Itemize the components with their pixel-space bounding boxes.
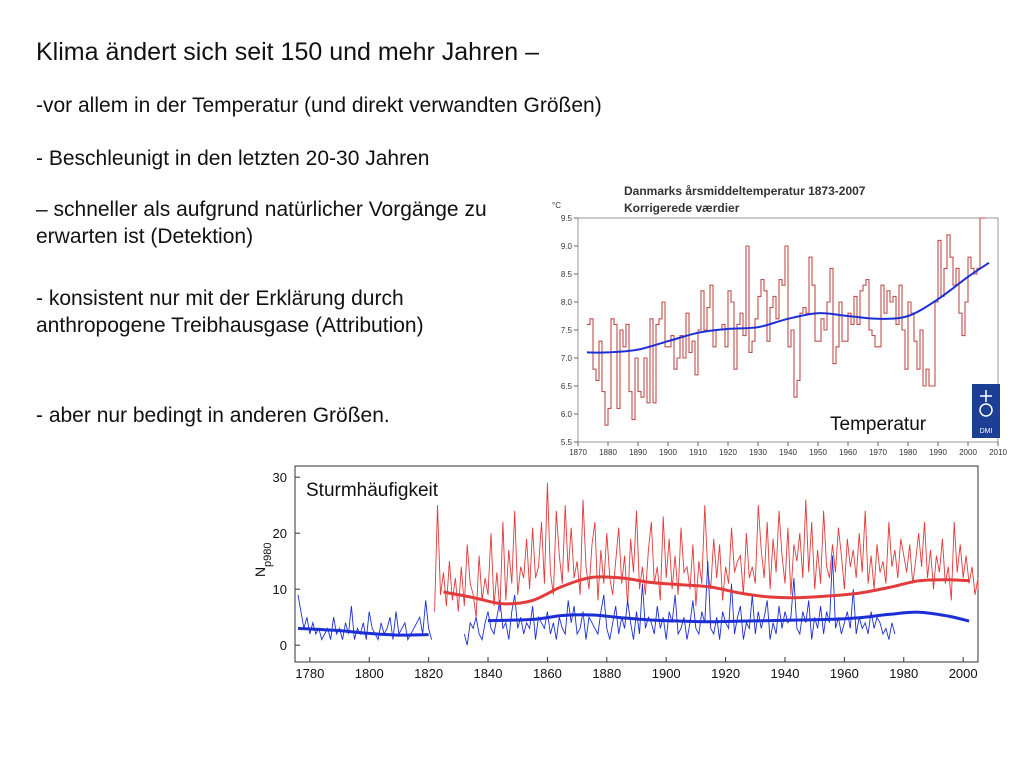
y-tick-label: 20 — [273, 526, 287, 541]
y-axis-label-main: N — [252, 567, 268, 577]
y-tick-label: 8.5 — [561, 270, 573, 279]
chart-title: Danmarks årsmiddeltemperatur 1873-2007 — [624, 184, 866, 198]
bullet-attribution: - konsistent nur mit der Erklärung durch… — [36, 287, 424, 337]
x-tick-label: 1950 — [809, 448, 827, 457]
x-tick-label: 1890 — [629, 448, 647, 457]
bullet-temperature: -vor allem in der Temperatur (und direkt… — [36, 94, 602, 117]
y-axis-label: N p980 — [252, 543, 274, 577]
storm-frequency-label: Sturmhäufigkeit — [306, 480, 439, 501]
bullet-accelerated: - Beschleunigt in den letzten 20-30 Jahr… — [36, 147, 430, 170]
x-tick-label: 1970 — [869, 448, 887, 457]
y-axis-label-subscript: p980 — [262, 543, 274, 567]
y-axis-unit: °C — [552, 201, 561, 210]
x-tick-label: 1920 — [719, 448, 737, 457]
slide-title: Klima ändert sich seit 150 und mehr Jahr… — [36, 38, 540, 66]
x-tick-label: 1840 — [474, 666, 503, 681]
y-tick-label: 7.0 — [561, 354, 573, 363]
y-tick-label: 6.5 — [561, 382, 573, 391]
x-tick-label: 1940 — [779, 448, 797, 457]
y-tick-label: 9.5 — [561, 214, 573, 223]
series-storm-smoothed — [297, 626, 429, 637]
y-tick-label: 30 — [273, 470, 287, 485]
y-tick-label: 8.0 — [561, 298, 573, 307]
x-tick-label: 1860 — [533, 666, 562, 681]
x-tick-label: 1960 — [830, 666, 859, 681]
bullet-detection: – schneller als aufgrund natürlicher Vor… — [36, 198, 487, 248]
x-tick-label: 2010 — [989, 448, 1007, 457]
y-tick-label: 10 — [273, 582, 287, 597]
x-tick-label: 1820 — [414, 666, 443, 681]
storm-frequency-chart: 1780 1800 1820 1840 1860 1880 1900 1920 1940 1960… — [252, 465, 979, 681]
x-tick-label: 1880 — [599, 448, 617, 457]
series-smoothed-temperature — [586, 261, 990, 354]
x-tick-label: 1800 — [355, 666, 384, 681]
series-storm-smoothed — [443, 575, 970, 606]
y-tick-label: 7.5 — [561, 326, 573, 335]
dmi-logo: DMI — [972, 384, 1000, 438]
x-tick-label: 1870 — [569, 448, 587, 457]
x-tick-label: 2000 — [959, 448, 977, 457]
x-tick-label: 1990 — [929, 448, 947, 457]
denmark-temperature-chart: Danmarks årsmiddeltemperatur 1873-2007 K… — [552, 184, 1007, 457]
y-tick-label: 0 — [280, 638, 287, 653]
x-tick-label: 1960 — [839, 448, 857, 457]
x-tick-label: 2000 — [949, 666, 978, 681]
bullet-other-quantities: - aber nur bedingt in anderen Größen. — [36, 404, 390, 427]
x-tick-label: 1980 — [899, 448, 917, 457]
series-storm-smoothed — [487, 610, 970, 624]
temperature-label: Temperatur — [830, 414, 927, 435]
y-tick-label: 5.5 — [561, 438, 573, 447]
y-tick-label: 9.0 — [561, 242, 573, 251]
x-tick-label: 1980 — [889, 666, 918, 681]
x-tick-label: 1880 — [592, 666, 621, 681]
x-tick-label: 1900 — [659, 448, 677, 457]
x-tick-label: 1940 — [771, 666, 800, 681]
series-storm-raw-red — [434, 482, 979, 618]
series-storm-raw-blue — [297, 594, 433, 641]
series-storm-raw-blue — [463, 555, 896, 646]
x-tick-label: 1920 — [711, 666, 740, 681]
chart-subtitle: Korrigerede værdier — [624, 201, 740, 215]
x-tick-label: 1930 — [749, 448, 767, 457]
logo-text: DMI — [980, 428, 993, 435]
x-tick-label: 1910 — [689, 448, 707, 457]
x-tick-label: 1780 — [295, 666, 324, 681]
y-tick-label: 6.0 — [561, 410, 573, 419]
x-tick-label: 1900 — [652, 666, 681, 681]
series-annual-temperature — [587, 217, 986, 426]
